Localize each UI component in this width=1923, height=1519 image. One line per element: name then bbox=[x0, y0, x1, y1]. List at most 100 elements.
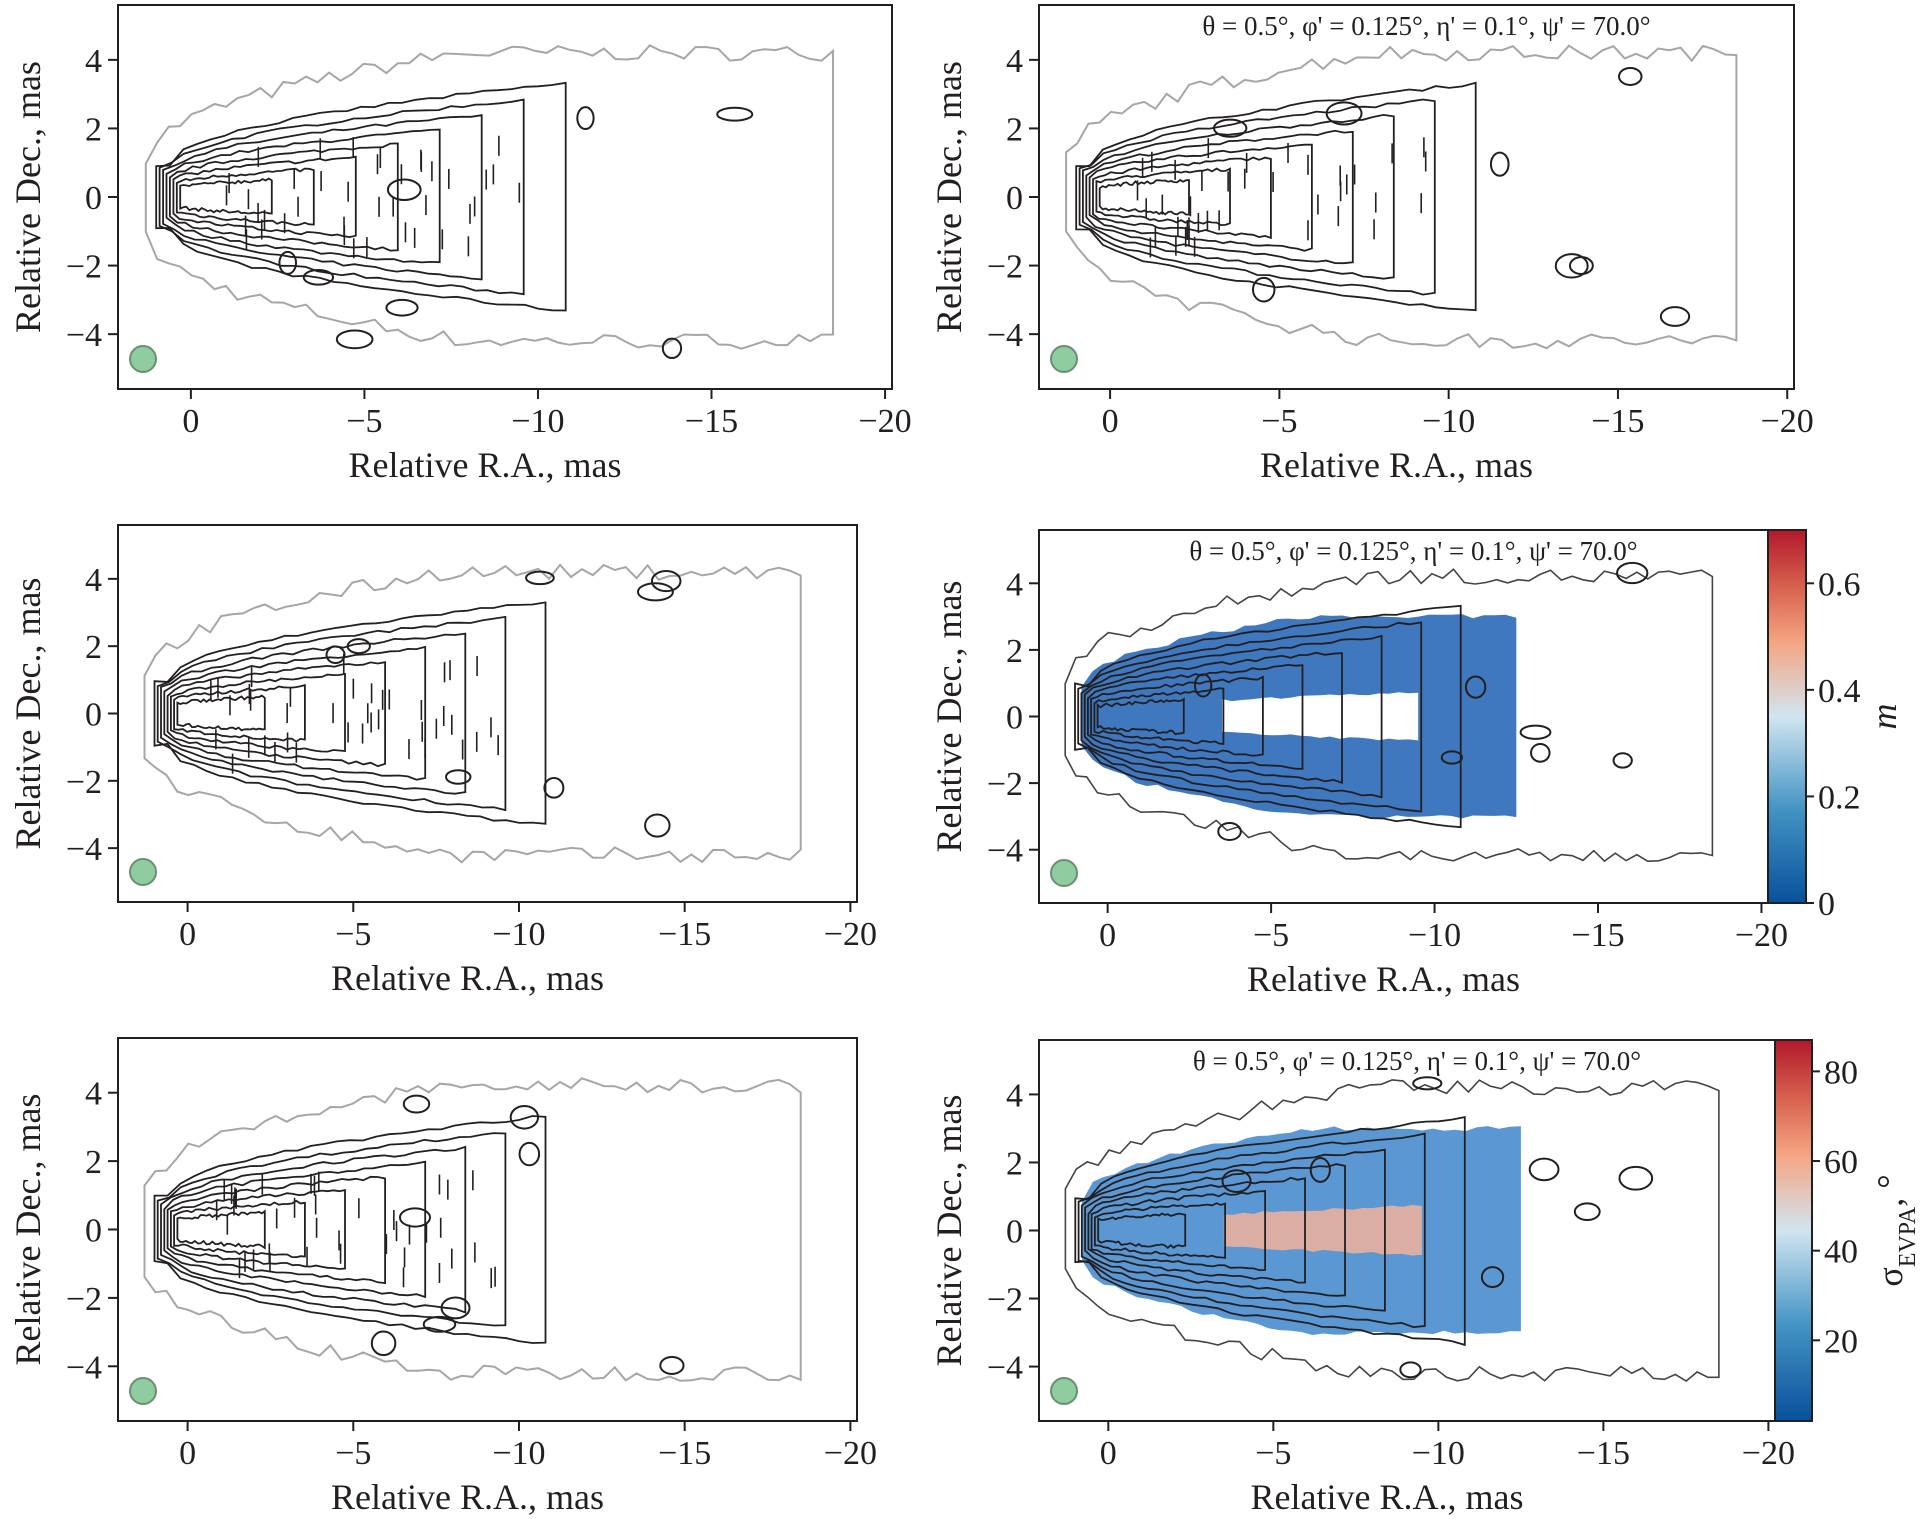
y-tick-label: 4 bbox=[1006, 1077, 1023, 1114]
contour-island bbox=[636, 582, 674, 602]
core-contour bbox=[1098, 178, 1190, 216]
contour-island bbox=[576, 106, 595, 131]
y-tick-label: 0 bbox=[1006, 700, 1023, 737]
x-tick-label: −10 bbox=[492, 1435, 545, 1472]
y-tick-label: 4 bbox=[1006, 566, 1023, 603]
beam-marker bbox=[129, 345, 157, 373]
y-axis-title: Relative Dec., mas bbox=[8, 61, 48, 333]
beam-marker bbox=[1050, 345, 1078, 373]
contour-island bbox=[1616, 561, 1649, 585]
x-tick-label: −10 bbox=[1412, 1435, 1465, 1472]
contour-island bbox=[1554, 253, 1589, 279]
plot-frame bbox=[117, 4, 893, 390]
core-contour bbox=[1097, 1212, 1187, 1250]
panel-annotation: θ = 0.5°, φ' = 0.125°, η' = 0.1°, ψ' = 7… bbox=[1202, 11, 1650, 41]
x-tick-label: 0 bbox=[179, 1435, 196, 1472]
core-contour bbox=[173, 683, 306, 743]
core-contour bbox=[176, 1209, 266, 1250]
y-tick-label: −2 bbox=[66, 764, 102, 801]
jet-map bbox=[1064, 1076, 1720, 1382]
colorbar-tick-label: 0.4 bbox=[1818, 673, 1861, 710]
contour-island bbox=[386, 178, 422, 202]
core-contour bbox=[1074, 604, 1462, 829]
colorbar-label-unit: , ° bbox=[1870, 1174, 1910, 1206]
x-tick-label: −15 bbox=[685, 403, 738, 440]
core-contour bbox=[1080, 634, 1383, 799]
colorbar-tick-label: 80 bbox=[1824, 1054, 1858, 1091]
core-contour bbox=[158, 98, 525, 296]
jet-map bbox=[143, 1077, 802, 1382]
contour-island bbox=[1530, 742, 1551, 763]
y-tick-label: −4 bbox=[987, 317, 1023, 354]
colorbar-tick-label: 0.6 bbox=[1818, 566, 1861, 603]
plot-frame bbox=[117, 1037, 858, 1422]
x-axis-title: Relative R.A., mas bbox=[331, 1477, 604, 1517]
colorbar-label: m bbox=[1864, 704, 1904, 730]
y-tick-label: 2 bbox=[1006, 1145, 1023, 1182]
core-contour bbox=[1087, 663, 1304, 770]
x-tick-label: 0 bbox=[1099, 917, 1116, 954]
x-tick-label: −20 bbox=[824, 1435, 877, 1472]
y-tick-label: −2 bbox=[66, 249, 102, 286]
y-axis-title: Relative Dec., mas bbox=[929, 1095, 969, 1367]
contour-island bbox=[302, 268, 335, 286]
panel-p2: 0 −5 −10 −15 −20 4 2 0 −2 −4 Relative R.A., mas Rel… bbox=[929, 4, 1814, 485]
colorbar-tick-label: 40 bbox=[1824, 1234, 1858, 1271]
panel-p3: 0 −5 −10 −15 −20 4 2 0 −2 −4 Relative R.A., mas Rel… bbox=[8, 524, 877, 998]
contour-island bbox=[661, 337, 683, 360]
x-tick-label: −10 bbox=[511, 403, 564, 440]
x-tick-label: −15 bbox=[658, 916, 711, 953]
colorbar-tick-label: 0.2 bbox=[1818, 779, 1861, 816]
contour-island bbox=[346, 638, 371, 655]
contour-island bbox=[1659, 306, 1691, 327]
panel-annotation: θ = 0.5°, φ' = 0.125°, η' = 0.1°, ψ' = 7… bbox=[1189, 536, 1637, 566]
y-tick-label: 2 bbox=[85, 1144, 102, 1181]
x-tick-label: −20 bbox=[1735, 917, 1788, 954]
y-tick-label: 0 bbox=[85, 697, 102, 734]
core-contour bbox=[1082, 113, 1395, 280]
core-contour bbox=[1088, 143, 1313, 252]
y-axis-title: Relative Dec., mas bbox=[929, 61, 969, 333]
panel-p5: 0 −5 −10 −15 −20 4 2 0 −2 −4 Relative R.A., mas Rel… bbox=[8, 1037, 877, 1517]
core-contour bbox=[156, 615, 507, 812]
beam-marker bbox=[129, 858, 157, 886]
contour-island bbox=[518, 1141, 541, 1167]
spine-region bbox=[1222, 692, 1419, 741]
x-tick-label: −15 bbox=[1591, 403, 1644, 440]
plot-frame bbox=[117, 524, 858, 903]
y-tick-label: 0 bbox=[1006, 1214, 1023, 1251]
y-tick-label: −4 bbox=[66, 831, 102, 868]
core-contour bbox=[1090, 675, 1264, 757]
outer-contour bbox=[144, 44, 834, 350]
core-contour bbox=[1096, 697, 1185, 736]
x-tick-label: −10 bbox=[492, 916, 545, 953]
core-contour bbox=[1077, 1132, 1426, 1329]
contour-island bbox=[543, 776, 565, 799]
core-contour bbox=[176, 694, 266, 732]
core-contour bbox=[1084, 1163, 1346, 1297]
x-tick-label: −20 bbox=[824, 916, 877, 953]
colorbar-label: σEVPA, ° bbox=[1870, 1174, 1921, 1286]
y-axis-title: Relative Dec., mas bbox=[8, 578, 48, 850]
core-contour bbox=[170, 1189, 346, 1270]
contour-island bbox=[1193, 673, 1213, 698]
y-tick-label: 2 bbox=[1006, 633, 1023, 670]
x-tick-label: −5 bbox=[335, 1435, 371, 1472]
x-tick-label: 0 bbox=[182, 403, 199, 440]
core-contour bbox=[163, 1160, 427, 1299]
contour-island bbox=[325, 645, 346, 665]
contour-island bbox=[1221, 1169, 1252, 1194]
beam-marker bbox=[1050, 1377, 1078, 1405]
contour-island bbox=[422, 1315, 457, 1333]
outer-contour bbox=[1064, 568, 1714, 863]
colorbar bbox=[1767, 529, 1807, 904]
core-contour bbox=[173, 1199, 306, 1259]
x-tick-label: −5 bbox=[1261, 403, 1297, 440]
jet-map bbox=[143, 563, 802, 864]
y-tick-label: −2 bbox=[987, 249, 1023, 286]
core-contour bbox=[160, 1145, 467, 1314]
core-contour bbox=[169, 142, 399, 252]
core-contour bbox=[175, 167, 315, 227]
